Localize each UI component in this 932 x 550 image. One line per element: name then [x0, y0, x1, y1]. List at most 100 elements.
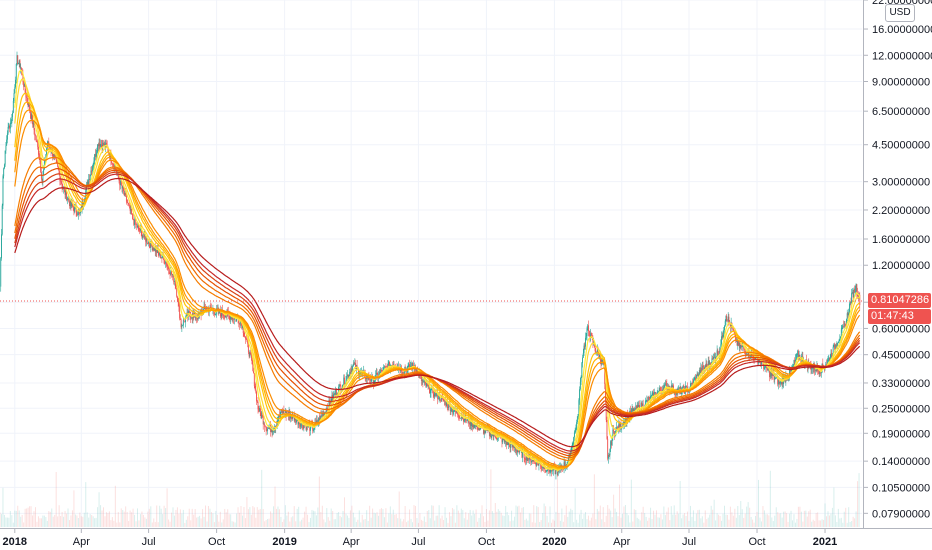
volume-bar: [394, 514, 396, 527]
candle-body: [1, 234, 2, 259]
candle-body: [425, 383, 427, 387]
y-tick-label: 0.33000000: [872, 378, 930, 390]
candle-body: [665, 383, 667, 385]
candle-body: [323, 413, 325, 417]
candle-body: [745, 353, 747, 355]
volume-bar: [528, 513, 530, 527]
volume-bar: [383, 517, 385, 527]
time-axis[interactable]: 2018 Apr Jul Oct 2019 Apr Jul Oct 2020 Apr Jul Oct 2…: [3, 528, 838, 548]
candle-body: [502, 436, 504, 443]
volume-bar: [700, 518, 702, 527]
candle-body: [182, 325, 184, 327]
candle-body: [298, 422, 300, 425]
candle-body: [541, 467, 543, 468]
candle-body: [741, 346, 743, 348]
candle-body: [266, 430, 268, 432]
candle-body: [846, 319, 847, 327]
candle-body: [36, 141, 38, 143]
volume-bar: [608, 508, 610, 527]
volume-bar: [176, 507, 178, 527]
volume-bar: [679, 480, 681, 527]
candle-body: [416, 369, 418, 372]
candle-body: [106, 142, 107, 145]
candle-body: [491, 435, 493, 438]
volume-bar: [809, 509, 811, 527]
volume-bar: [218, 521, 220, 527]
candle-body: [685, 386, 687, 387]
candle-body: [583, 345, 585, 353]
candle-body: [712, 358, 714, 360]
candle-body: [206, 308, 208, 310]
volume-bar: [227, 509, 229, 527]
volume-bar: [619, 484, 621, 527]
volume-bar: [654, 514, 656, 527]
candle-body: [193, 312, 195, 316]
candle-body: [738, 342, 740, 346]
candle-body: [231, 317, 233, 320]
candle-body: [75, 206, 77, 213]
candle-body: [224, 315, 226, 318]
candle-body: [338, 384, 340, 387]
volume-bar: [792, 520, 794, 527]
volume-bar: [444, 507, 446, 527]
volume-bar: [539, 521, 541, 527]
volume-bar: [289, 521, 291, 527]
volume-bar: [472, 510, 474, 527]
candle-body: [585, 337, 586, 347]
candle-body: [719, 351, 721, 352]
volume-bar: [858, 473, 860, 527]
candle-body: [214, 314, 216, 315]
x-tick-label: Jul: [142, 536, 156, 548]
candle-body: [767, 369, 769, 371]
candle-body: [321, 415, 323, 417]
candle-body: [675, 392, 677, 395]
candle-body: [525, 458, 527, 461]
candle-body: [576, 416, 578, 423]
volume-bar: [270, 511, 272, 527]
candle-body: [403, 372, 405, 374]
volume-bar: [466, 519, 468, 527]
volume-bar: [64, 510, 66, 527]
candle-body: [701, 366, 703, 373]
candle-body: [111, 161, 113, 164]
candle-body: [592, 337, 594, 344]
candle-body: [528, 457, 530, 460]
ema-line: [14, 177, 861, 448]
candle-body: [0, 258, 2, 287]
candle-body: [148, 241, 150, 245]
candle-body: [145, 236, 147, 242]
candle-body: [509, 443, 511, 448]
candle-body: [616, 427, 618, 430]
volume-bar: [150, 506, 152, 527]
volume-bar: [759, 517, 761, 527]
candle-body: [769, 371, 771, 378]
volume-bar: [732, 515, 734, 527]
volume-bar: [755, 515, 757, 527]
currency-label[interactable]: USD: [885, 4, 915, 22]
candle-body: [121, 184, 123, 189]
candle-body: [857, 296, 859, 298]
price-axis[interactable]: 22.00000000 16.00000000 12.00000000 9.00000…: [863, 0, 932, 520]
candle-body: [531, 460, 532, 463]
volume-bar: [122, 509, 124, 527]
volume-bar: [855, 511, 857, 527]
x-tick-label: 2019: [272, 536, 296, 548]
volume-bar: [493, 513, 495, 527]
volume-bar: [636, 517, 638, 527]
volume-bar: [621, 513, 623, 527]
volume-bar: [729, 506, 731, 527]
candle-body: [695, 377, 697, 382]
candle-body: [831, 352, 833, 357]
candle-body: [250, 354, 252, 359]
candle-body: [771, 373, 773, 376]
candle-body: [818, 370, 820, 374]
volume-bar: [213, 522, 215, 527]
candle-body: [426, 383, 428, 387]
candle-body: [792, 364, 794, 366]
candle-body: [345, 380, 347, 384]
candle-body: [125, 195, 127, 202]
volume-bar: [265, 520, 267, 527]
candle-body: [542, 467, 544, 468]
candle-body: [449, 404, 451, 412]
